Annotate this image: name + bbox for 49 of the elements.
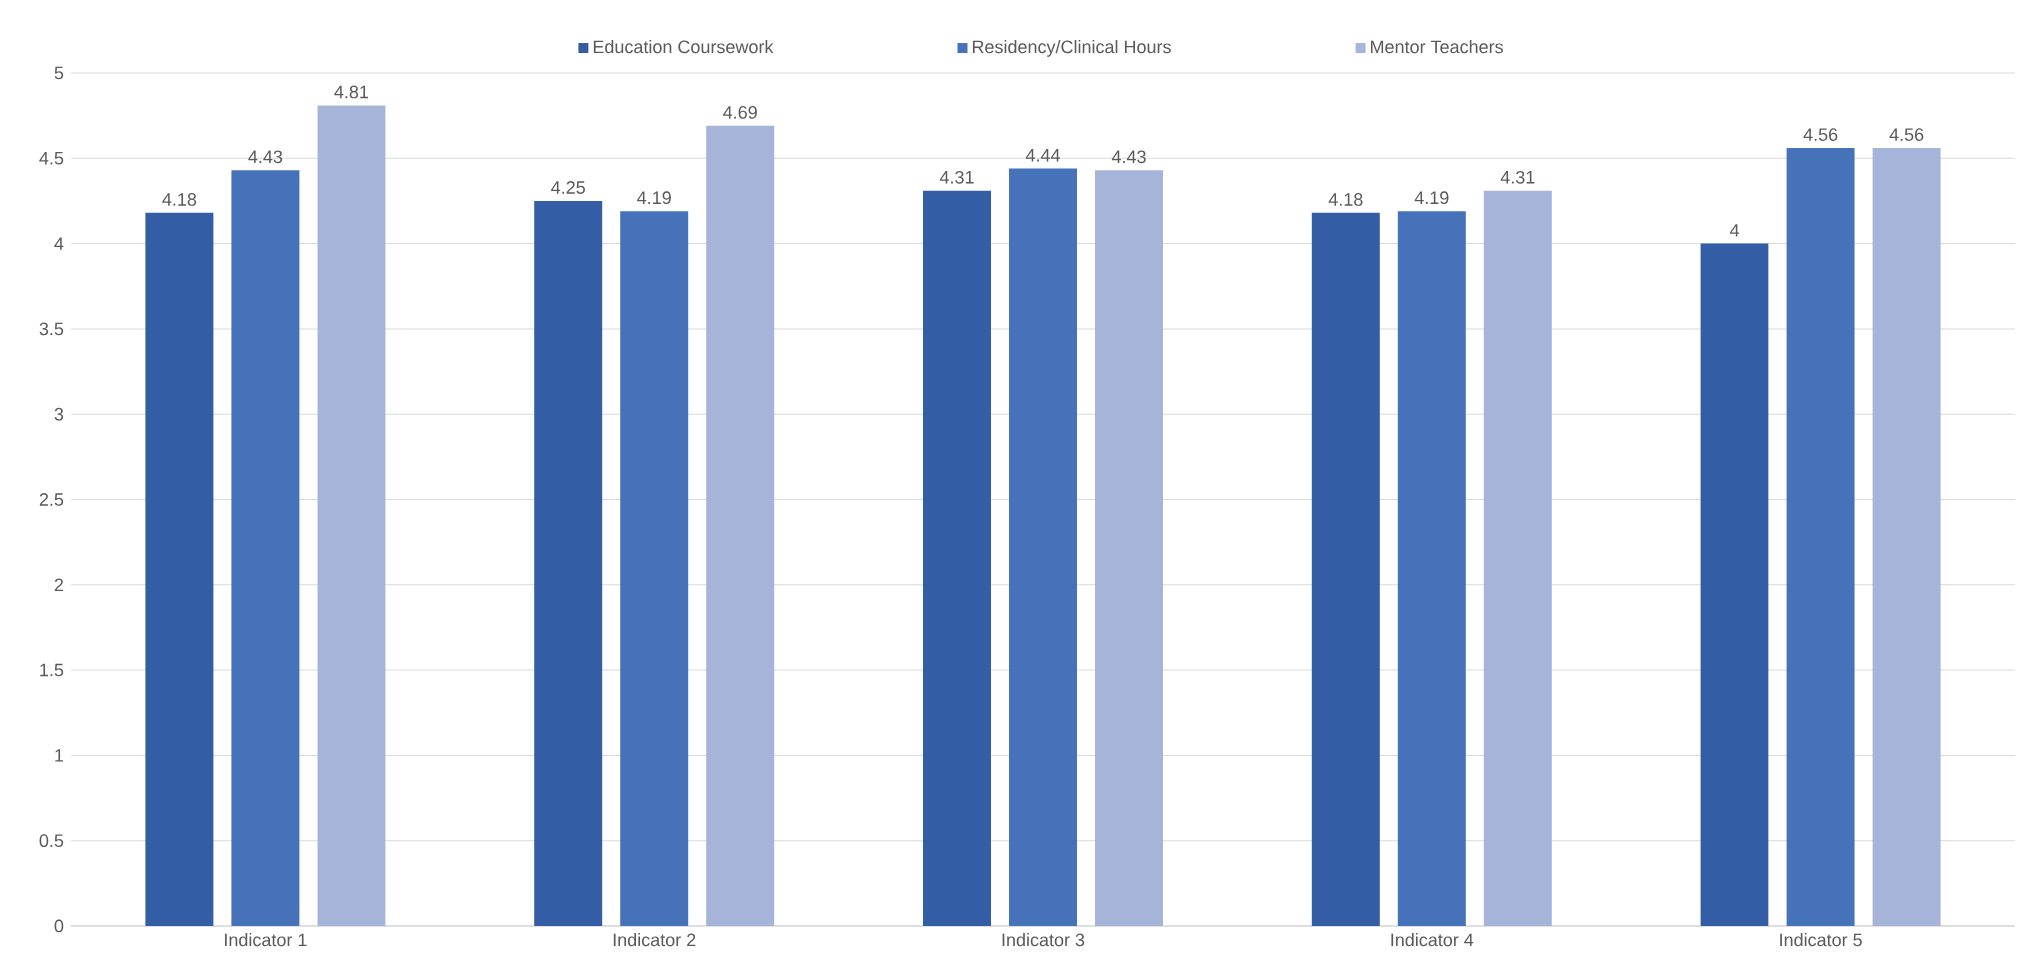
x-tick-label: Indicator 3 xyxy=(1002,933,1085,947)
data-label: 4.19 xyxy=(1414,191,1449,205)
data-label: 4.56 xyxy=(1889,128,1924,141)
bar xyxy=(923,190,992,926)
x-tick-label: Indicator 5 xyxy=(1780,933,1862,947)
data-label: 4.44 xyxy=(1025,149,1060,162)
bar xyxy=(1009,168,1078,926)
y-tick-label: 3.5 xyxy=(39,322,64,336)
data-label: 4.43 xyxy=(1111,150,1146,164)
bar xyxy=(1483,190,1552,926)
bar xyxy=(1095,170,1164,926)
x-tick-label: Indicator 4 xyxy=(1391,933,1474,947)
data-label: 4.81 xyxy=(334,85,369,99)
legend-label: Education Coursework xyxy=(593,40,774,54)
x-tick-label: Indicator 1 xyxy=(225,933,307,947)
bar xyxy=(1872,148,1941,926)
data-label: 4.69 xyxy=(723,106,757,119)
data-label: 4.56 xyxy=(1803,128,1838,141)
legend-label: Residency/Clinical Hours xyxy=(972,40,1171,57)
data-label: 4.18 xyxy=(1328,193,1363,206)
bar xyxy=(145,212,214,926)
data-label: 4.43 xyxy=(248,150,283,164)
y-tick-label: 4.5 xyxy=(39,152,64,165)
data-label: 4.25 xyxy=(551,181,585,194)
y-tick-label: 2 xyxy=(54,578,64,592)
legend-label: Mentor Teachers xyxy=(1371,40,1503,54)
bar xyxy=(620,211,689,926)
data-label: 4.31 xyxy=(939,170,974,184)
bar xyxy=(317,105,386,926)
y-tick-label: 1 xyxy=(55,749,64,762)
bar xyxy=(231,170,300,926)
y-tick-label: 5 xyxy=(54,66,64,80)
bar xyxy=(1786,148,1855,926)
data-label: 4 xyxy=(1730,224,1740,237)
data-label: 4.19 xyxy=(637,191,671,205)
data-label: 4.31 xyxy=(1500,170,1535,184)
bar xyxy=(1397,211,1466,926)
bar xyxy=(1700,243,1769,926)
y-tick-label: 0.5 xyxy=(39,834,64,848)
y-tick-label: 3 xyxy=(54,407,64,421)
y-tick-label: 2.5 xyxy=(39,493,64,506)
y-tick-label: 4 xyxy=(54,237,64,250)
bar xyxy=(534,200,603,926)
bar xyxy=(706,125,775,926)
data-label: 4.18 xyxy=(162,193,197,206)
y-tick-label: 0 xyxy=(54,919,64,933)
x-tick-label: Indicator 2 xyxy=(613,933,696,947)
bar xyxy=(1311,212,1380,926)
y-tick-label: 1.5 xyxy=(40,663,64,677)
